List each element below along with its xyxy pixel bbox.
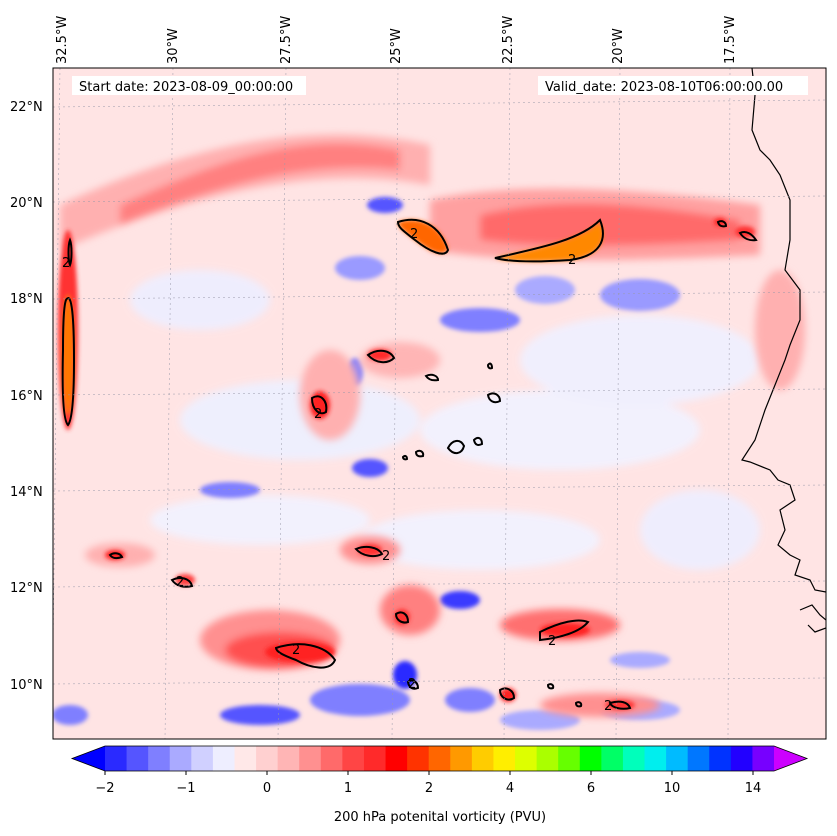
valid-date-box (538, 76, 808, 95)
start-date-box (72, 76, 306, 95)
valid-date-label: Valid_date: 2023-08-10T06:00:00.00 (545, 80, 783, 95)
colorbar: −2 −1 0 1 2 4 6 10 14 200 hPa potenital vorticit… (70, 745, 809, 825)
colorbar-ticks: −2 −1 0 1 2 4 6 10 14 (95, 771, 761, 796)
lon-label: 22.5°W (501, 16, 516, 64)
colorbar-cell (148, 746, 171, 771)
lat-label: 10°N (10, 678, 43, 693)
colorbar-cell (515, 746, 538, 771)
colorbar-tick-label: 6 (587, 781, 595, 796)
contour-label: 2 (314, 407, 322, 422)
colorbar-cell (730, 746, 753, 771)
colorbar-tick-label: 1 (344, 781, 352, 796)
lat-label: 22°N (10, 100, 43, 115)
colorbar-cell (471, 746, 494, 771)
colorbar-cell (687, 746, 710, 771)
colorbar-cell (363, 746, 387, 771)
latitude-labels: 22°N 20°N 18°N 16°N 14°N 12°N 10°N (10, 100, 43, 693)
contour-label: 2 (604, 699, 612, 714)
gridlines (53, 68, 826, 739)
colorbar-cells (105, 746, 775, 771)
contour-label: 2 (62, 256, 70, 271)
map-frame (52, 67, 827, 740)
colorbar-cell (709, 746, 732, 771)
lat-label: 16°N (10, 389, 43, 404)
colorbar-left-arrow (72, 746, 105, 771)
colorbar-tick-label: −1 (176, 781, 195, 796)
colorbar-cell (450, 746, 473, 771)
contour-label: 2 (408, 677, 416, 692)
contour-label: 2 (382, 549, 390, 564)
colorbar-tick-label: 0 (263, 781, 271, 796)
colorbar-cell (622, 746, 646, 771)
colorbar-cell (644, 746, 667, 771)
colorbar-cell (493, 746, 516, 771)
colorbar-outline (70, 745, 809, 772)
colorbar-cell (105, 746, 128, 771)
colorbar-cell (126, 746, 149, 771)
colorbar-cell (666, 746, 689, 771)
colorbar-cell (342, 746, 365, 771)
colorbar-tick-label: −2 (95, 781, 114, 796)
lat-label: 12°N (10, 581, 43, 596)
colorbar-tick-label: 4 (506, 781, 514, 796)
coastline (741, 68, 826, 593)
contour-label: 2 (292, 643, 300, 658)
colorbar-cell (428, 746, 451, 771)
colorbar-cell (579, 746, 602, 771)
colorbar-tick-label: 2 (425, 781, 433, 796)
colorbar-cell (277, 746, 300, 771)
colorbar-title: 200 hPa potenital vorticity (PVU) (334, 810, 546, 825)
lon-label: 25°W (389, 28, 404, 64)
lon-label: 30°W (166, 28, 181, 64)
contour-label: 2 (176, 575, 184, 590)
colorbar-cell (558, 746, 581, 771)
longitude-labels: 32.5°W 30°W 27.5°W 25°W 22.5°W 20°W 17.5… (55, 16, 738, 64)
colorbar-cell (169, 746, 192, 771)
lon-label: 32.5°W (55, 16, 70, 64)
colorbar-cell (407, 746, 430, 771)
lon-label: 20°W (611, 28, 626, 64)
colorbar-cell (234, 746, 257, 771)
colorbar-tick-label: 10 (664, 781, 681, 796)
colorbar-cell (212, 746, 235, 771)
colorbar-cell (601, 746, 624, 771)
contour-label: 2 (410, 227, 418, 242)
start-date-label: Start date: 2023-08-09_00:00:00 (79, 80, 293, 95)
colorbar-cell (256, 746, 279, 771)
lat-label: 20°N (10, 196, 43, 211)
colorbar-right-arrow (774, 746, 807, 771)
colorbar-cell (536, 746, 559, 771)
colorbar-cell (299, 746, 322, 771)
lat-label: 18°N (10, 292, 43, 307)
lat-label: 14°N (10, 485, 43, 500)
pv-2-contours (61, 218, 758, 710)
contour-label: 2 (568, 253, 576, 268)
pv-field: 2 2 2 2 2 2 2 2 2 2 (53, 68, 826, 739)
lon-label: 17.5°W (723, 16, 738, 64)
contour-labels: 2 2 2 2 2 2 2 2 2 2 (62, 227, 612, 714)
colorbar-tick-label: 14 (745, 781, 762, 796)
contour-label: 2 (548, 634, 556, 649)
colorbar-cell (752, 746, 775, 771)
colorbar-cell (191, 746, 214, 771)
lon-label: 27.5°W (279, 16, 294, 64)
colorbar-cell (320, 746, 343, 771)
colorbar-cell (385, 746, 408, 771)
